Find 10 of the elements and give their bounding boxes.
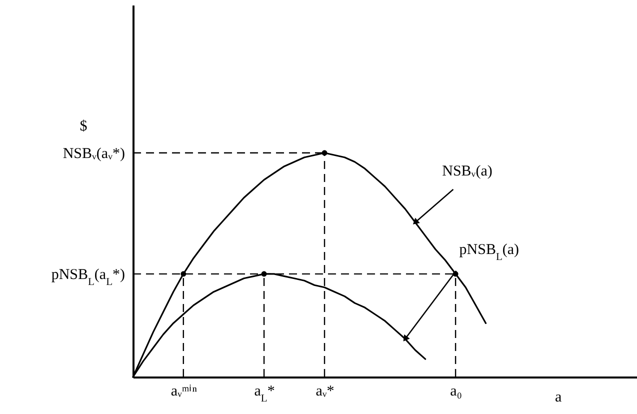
x-tick-label: a$_{L}$*	[254, 384, 275, 404]
x-tick-label: aᵥ*	[316, 384, 334, 400]
annotation: pNSB$_{L}$(a$_{L}$*)	[51, 266, 125, 288]
text: NSBᵥ(a)	[442, 163, 492, 180]
x-axis-title: a	[555, 390, 562, 406]
annotation: NSBᵥ(aᵥ*)	[62, 146, 125, 162]
y-axis-title: $	[80, 118, 88, 134]
x-tick-label: a₀	[450, 384, 462, 400]
text: pNSB$_{L}$(a)	[459, 242, 520, 262]
x-tick-label: aᵥᵐⁱⁿ	[170, 384, 198, 400]
